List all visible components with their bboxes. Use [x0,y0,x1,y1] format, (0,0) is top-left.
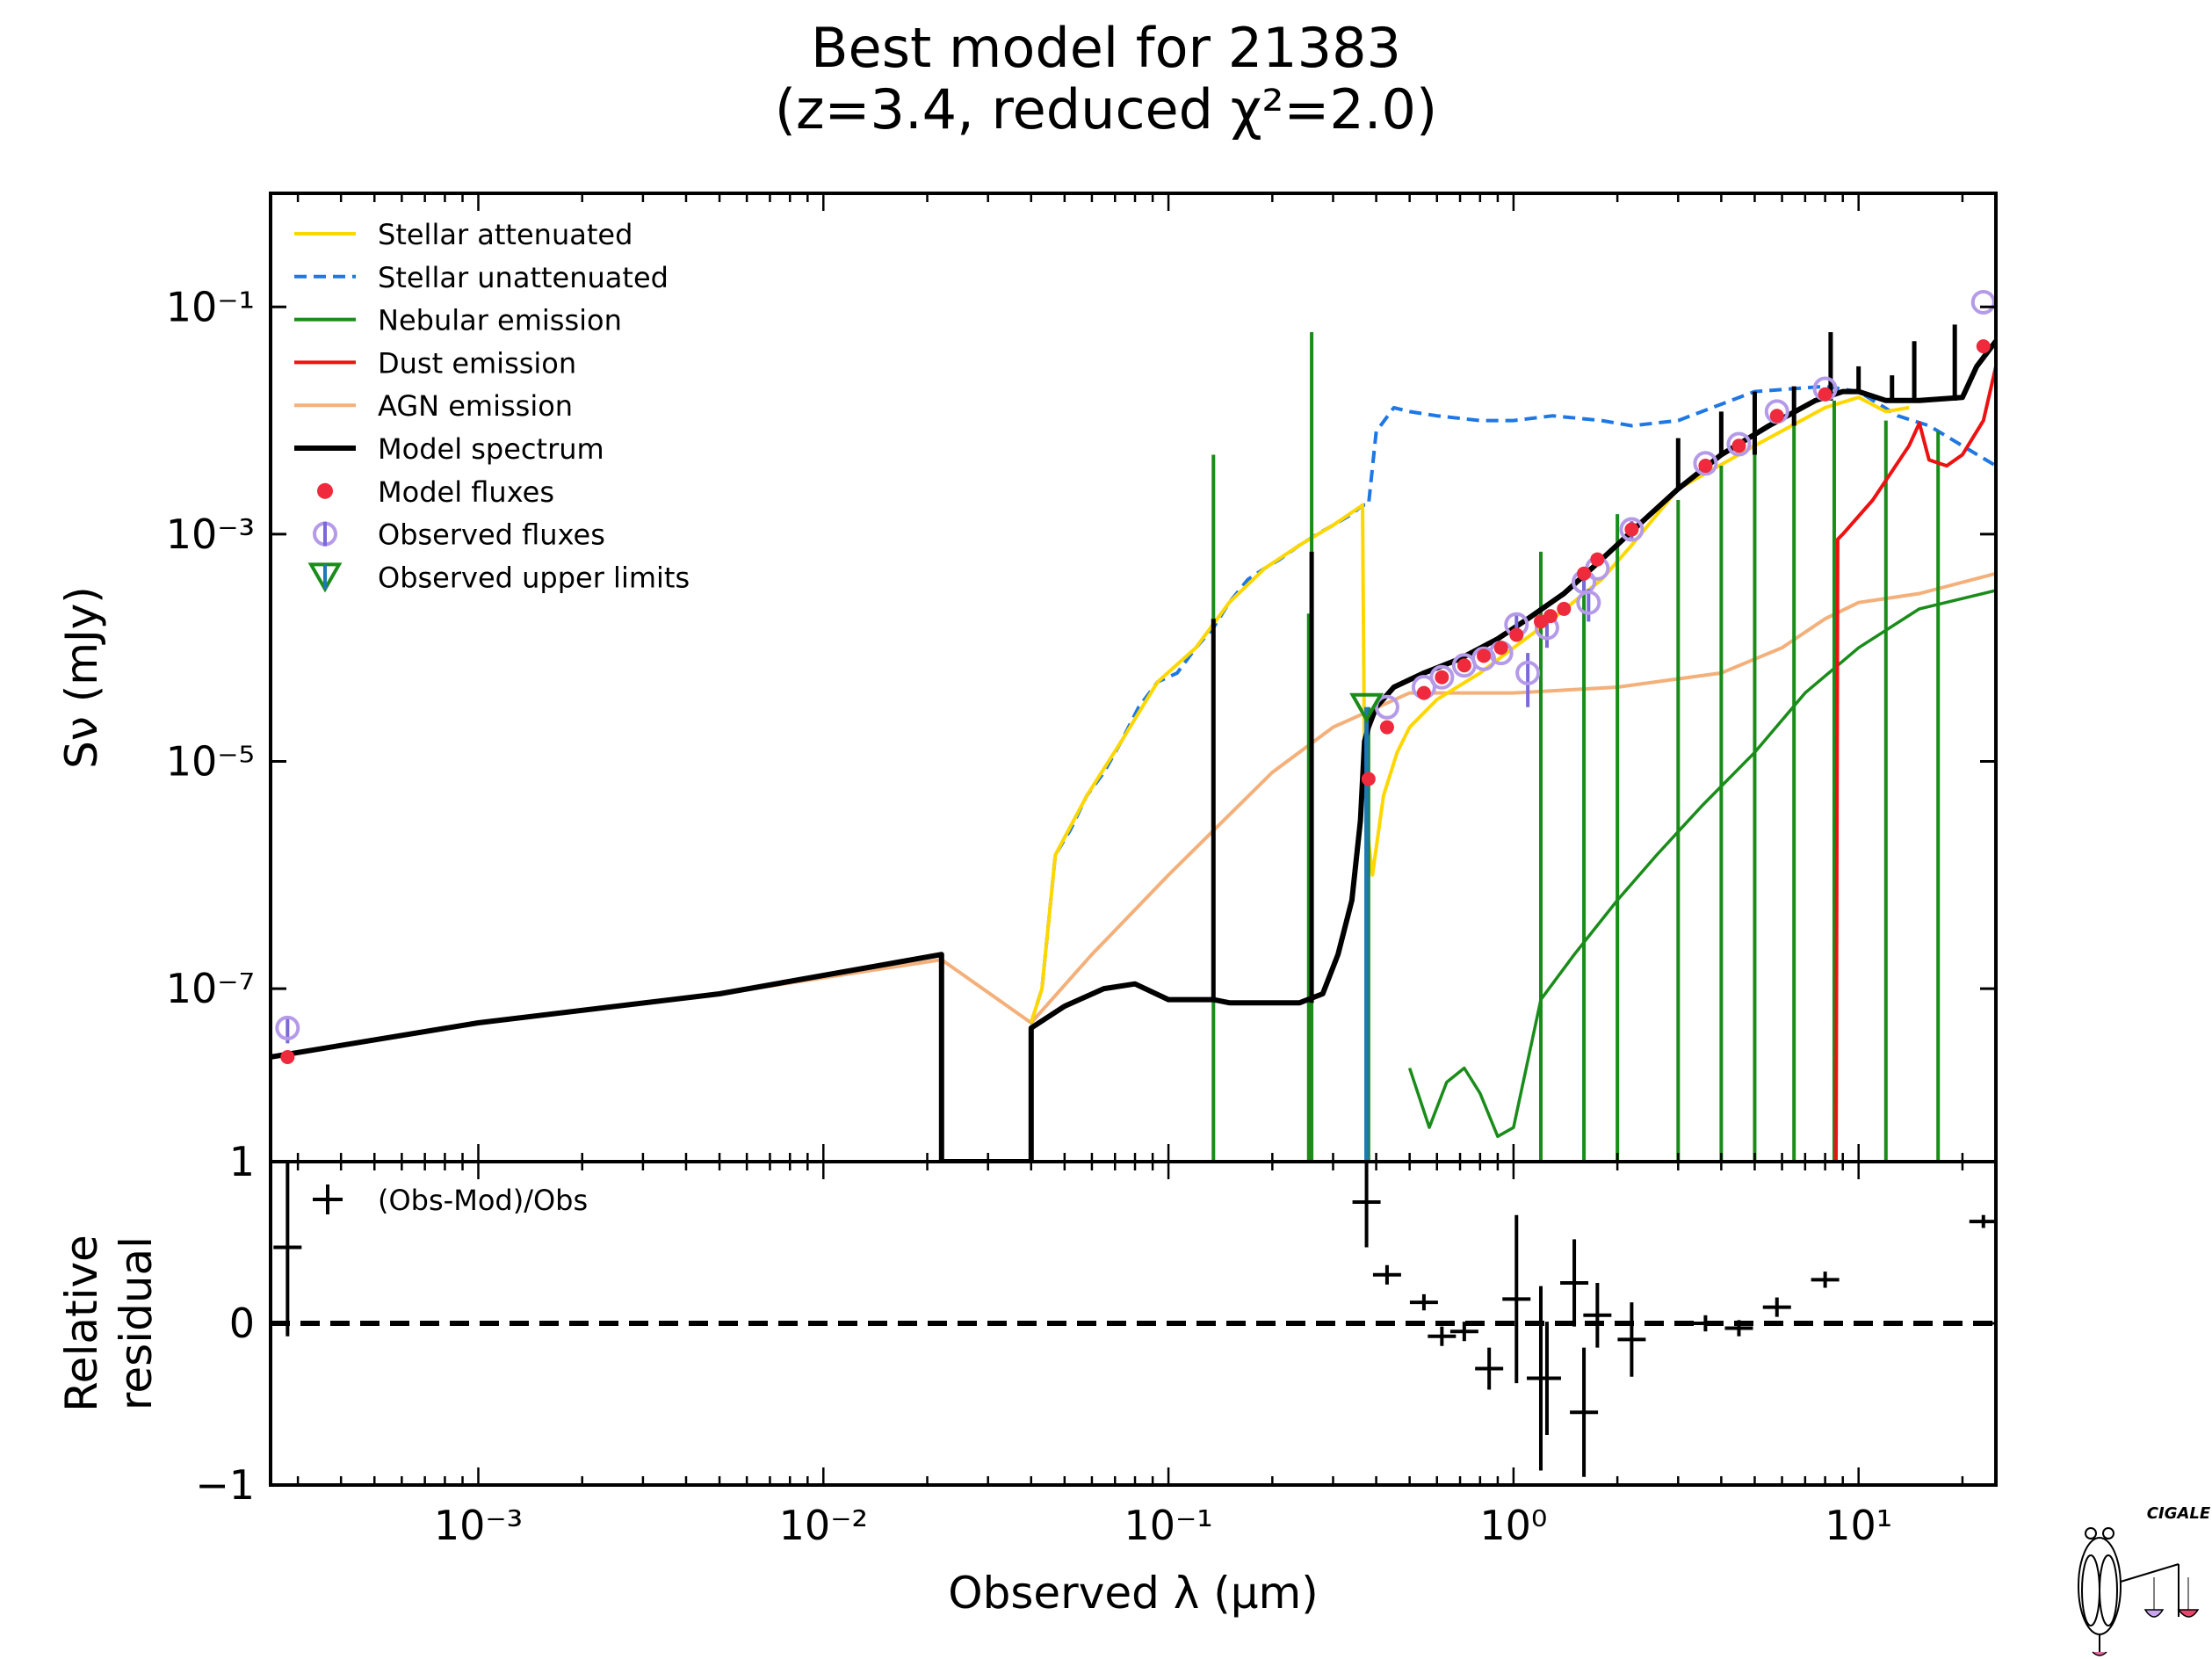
chart-title-line2: (z=3.4, reduced χ²=2.0) [774,77,1438,141]
model-flux-point [1818,387,1832,402]
legend-label: Stellar unattenuated [378,261,669,294]
scales-icon [2092,1577,2200,1656]
legend-swatch [317,482,333,499]
x-axis-label: Observed λ (μm) [948,1568,1318,1619]
model-flux-point [1976,339,1991,354]
series-stellar-unattenuated [1029,384,1996,1024]
model-flux-point [1590,552,1605,567]
model-flux-point [1361,772,1376,786]
model-flux-point [1698,459,1713,474]
observed-flux-point [1576,590,1601,615]
upper-limit-marker [1349,692,1384,723]
legend-label: Observed upper limits [378,561,690,594]
observed-flux-point [1970,289,1996,315]
model-flux-point [1624,522,1639,537]
residual-y-axis-label-line2: residual [111,1236,162,1410]
y-tick-label: −1 [195,1461,255,1509]
model-flux-point [1769,409,1784,424]
model-flux-point [1731,438,1746,453]
x-tick-label: 10⁻² [779,1502,868,1549]
legend-label: Stellar attenuated [378,218,633,251]
model-flux-point [1543,609,1558,624]
observed-flux-point [1515,660,1541,685]
y-tick-label: 10⁻³ [166,511,255,558]
observed-flux-point [1726,431,1752,457]
series-stellar-attenuated [1029,395,1910,1024]
model-flux-point [1557,601,1572,616]
legend-label: Model fluxes [378,475,554,509]
x-tick-label: 10⁻¹ [1124,1502,1212,1549]
model-flux-point [1477,648,1492,663]
observed-flux-point [275,1015,300,1040]
x-tick-label: 10⁻³ [434,1502,523,1549]
model-flux-point [1457,658,1471,673]
series-dust-emission [1834,366,1996,1162]
x-tick-label: 10⁰ [1479,1502,1547,1549]
cigale-logo: CIGALE [2078,1504,2211,1656]
legend-label: Observed fluxes [378,518,605,552]
observed-flux-point [1429,664,1455,690]
y-tick-label: 1 [229,1138,255,1185]
observed-flux-point [1693,451,1718,476]
cigale-logo-text: CIGALE [2147,1504,2211,1523]
legend-label: Model spectrum [378,432,604,466]
legend-label: Dust emission [378,346,576,380]
y-tick-label: 0 [229,1300,255,1347]
residual-plot-area [271,1162,1996,1477]
y-tick-label: 10⁻¹ [166,283,255,330]
model-flux-point [1416,685,1431,700]
model-flux-point [1493,641,1508,656]
y-tick-label: 10⁻⁷ [166,965,255,1012]
legend-label: (Obs-Mod)/Obs [378,1184,588,1217]
y-tick-label: 10⁻⁵ [166,737,255,785]
model-flux-point [1379,720,1394,735]
x-tick-label: 10¹ [1825,1502,1892,1549]
legend-label: Nebular emission [378,304,622,337]
model-flux-point [1435,670,1449,685]
model-flux-point [280,1049,295,1064]
observed-flux-point [1374,694,1399,720]
spectrum-plot-area [271,289,1996,1162]
y-axis-label: Sν (mJy) [56,586,107,769]
chart-title-line1: Best model for 21383 [811,16,1401,80]
series-nebular-emission [1407,589,1996,1139]
residual-y-axis-label-line1: Relative [56,1235,107,1412]
model-flux-point [1577,566,1592,581]
cicada-icon [2078,1527,2179,1652]
observed-flux-point [1619,517,1645,542]
model-flux-point [1509,627,1524,642]
legend-label: AGN emission [378,389,573,423]
